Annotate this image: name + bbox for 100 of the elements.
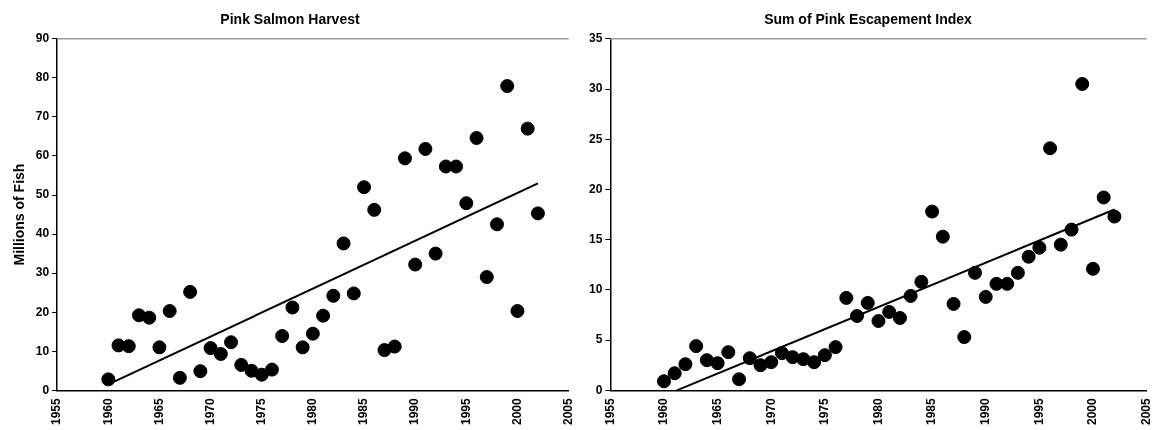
y-tick-label: 50	[35, 187, 50, 202]
point	[152, 340, 167, 355]
x-tick-label: 1990	[407, 397, 422, 426]
x-tick-label: 1975	[817, 397, 832, 426]
point	[1032, 240, 1047, 255]
point	[860, 295, 875, 310]
point	[101, 372, 116, 387]
point	[946, 296, 961, 311]
y-tick-label: 25	[588, 131, 603, 146]
point	[957, 330, 972, 345]
x-tick-label: 1985	[356, 397, 371, 426]
point	[193, 364, 208, 379]
y-tick-label: 60	[35, 148, 50, 163]
point	[753, 358, 768, 373]
x-tick-label: 2000	[509, 397, 524, 426]
x-tick-label: 1960	[100, 397, 115, 426]
y-axis-title: Millions of Fish	[11, 163, 28, 266]
point	[914, 274, 929, 289]
point	[742, 351, 757, 366]
point	[387, 339, 402, 354]
y-tick-label: 30	[35, 265, 50, 280]
point	[1053, 237, 1068, 252]
point	[882, 304, 897, 319]
point	[408, 257, 423, 272]
x-tick-label: 2005	[560, 397, 575, 426]
point	[326, 288, 341, 303]
point	[367, 202, 382, 217]
point	[892, 311, 907, 325]
point	[275, 329, 290, 344]
point	[689, 339, 704, 354]
x-tick-label: 1955	[49, 397, 64, 426]
point	[285, 300, 300, 315]
y-tick-label: 10	[588, 282, 603, 297]
y-tick-label: 15	[588, 231, 603, 246]
point	[710, 356, 725, 371]
point	[968, 265, 982, 280]
point	[264, 362, 279, 377]
chart-title: Pink Salmon Harvest	[220, 11, 360, 28]
y-tick-label: 20	[35, 304, 50, 319]
y-tick-label: 20	[588, 181, 603, 196]
x-tick-label: 1965	[151, 397, 166, 426]
point	[774, 346, 789, 361]
point	[234, 357, 249, 372]
point	[305, 326, 320, 341]
x-tick-label: 1990	[978, 397, 993, 426]
point	[839, 290, 854, 305]
point	[121, 339, 136, 354]
point	[678, 357, 693, 372]
point	[295, 340, 310, 355]
point	[1000, 276, 1015, 291]
x-tick-label: 2005	[1138, 397, 1153, 426]
x-tick-label: 2000	[1085, 397, 1100, 426]
y-tick-label: 70	[35, 109, 50, 124]
point	[667, 366, 682, 381]
x-tick-label: 1960	[656, 397, 671, 426]
chart-title: Sum of Pink Escapement Index	[764, 11, 973, 28]
y-tick-label: 90	[35, 31, 50, 46]
x-tick-label: 1965	[709, 397, 724, 426]
y-tick-label: 40	[35, 226, 50, 241]
x-tick-label: 1980	[870, 397, 885, 426]
point	[510, 304, 525, 319]
y-tick-label: 80	[35, 70, 50, 85]
point	[925, 204, 940, 219]
point	[1075, 76, 1090, 91]
x-tick-label: 1970	[763, 397, 778, 426]
point	[656, 374, 671, 389]
x-tick-label: 1995	[458, 397, 473, 426]
x-tick-label: 1985	[924, 397, 939, 426]
point	[203, 341, 218, 356]
point	[418, 141, 433, 156]
point	[903, 288, 918, 303]
x-tick-label: 1975	[254, 397, 269, 426]
point	[377, 343, 392, 358]
point	[500, 79, 515, 94]
y-tick-label: 10	[35, 343, 50, 358]
point	[1085, 261, 1100, 276]
point	[254, 367, 269, 382]
point	[850, 308, 865, 323]
point	[183, 284, 198, 299]
point	[459, 196, 474, 211]
point	[1064, 222, 1079, 237]
point	[1010, 265, 1025, 280]
x-tick-label: 1995	[1031, 397, 1046, 426]
point	[397, 151, 412, 166]
point	[1021, 249, 1036, 264]
point	[142, 310, 157, 325]
x-tick-label: 1980	[305, 397, 320, 426]
point	[978, 289, 993, 304]
point	[316, 308, 331, 323]
y-tick-label: 0	[42, 382, 50, 397]
y-tick-label: 35	[588, 31, 603, 46]
point	[530, 206, 545, 221]
point	[213, 346, 228, 361]
point	[871, 314, 886, 329]
point	[935, 229, 950, 244]
y-tick-label: 0	[595, 382, 603, 397]
y-tick-label: 30	[588, 81, 603, 96]
point	[807, 355, 822, 370]
point	[357, 180, 372, 195]
point	[224, 335, 239, 350]
